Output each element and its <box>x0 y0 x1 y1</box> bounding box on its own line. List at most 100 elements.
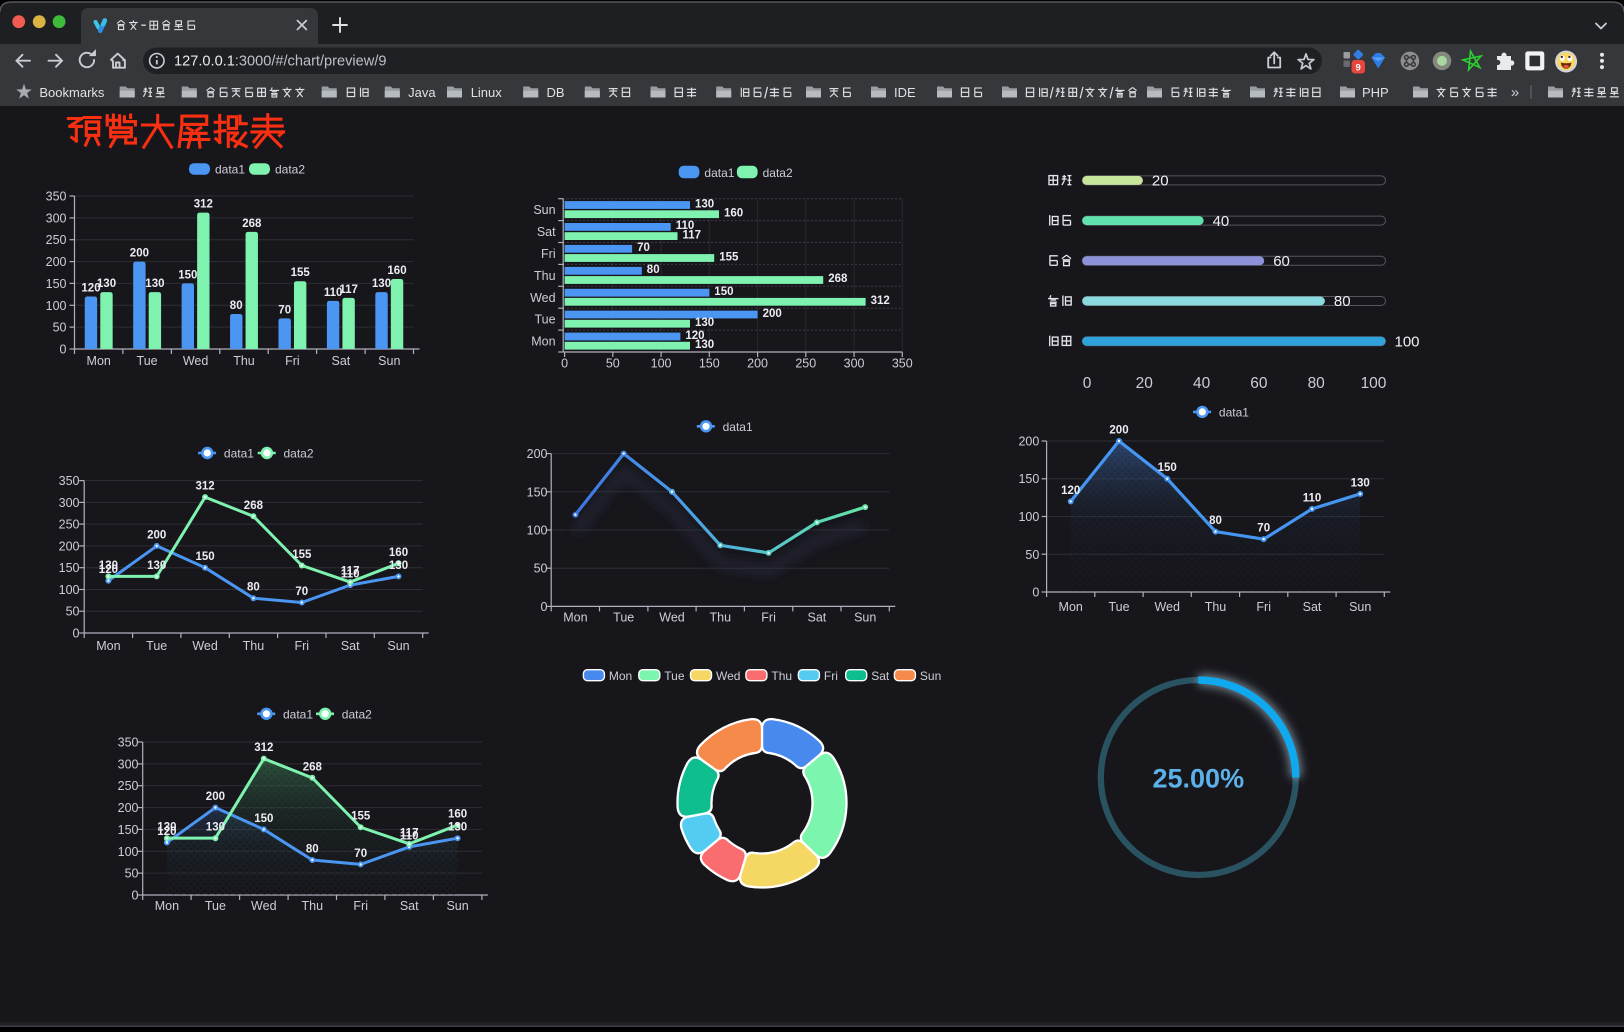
svg-text:Fri: Fri <box>824 669 838 683</box>
svg-text:130: 130 <box>1351 477 1370 489</box>
svg-text:80: 80 <box>1334 293 1351 310</box>
svg-text:Sun: Sun <box>387 639 409 653</box>
svg-text:Tue: Tue <box>137 354 158 368</box>
svg-text:100: 100 <box>651 357 672 371</box>
svg-text:80: 80 <box>1308 375 1326 392</box>
svg-text:Thu: Thu <box>243 639 265 653</box>
svg-text:DB: DB <box>547 85 565 100</box>
svg-text:150: 150 <box>699 357 720 371</box>
svg-text:110: 110 <box>676 220 695 232</box>
svg-text:312: 312 <box>254 742 273 754</box>
svg-text:350: 350 <box>46 190 67 204</box>
svg-text:40: 40 <box>1193 375 1211 392</box>
svg-text:110: 110 <box>400 830 419 842</box>
svg-text:Mon: Mon <box>563 611 587 625</box>
svg-text:20: 20 <box>1152 173 1169 190</box>
svg-text:200: 200 <box>206 791 225 803</box>
svg-text:150: 150 <box>178 269 197 281</box>
svg-text:Thu: Thu <box>1205 600 1227 614</box>
svg-text:Tue: Tue <box>664 669 685 683</box>
svg-text:150: 150 <box>714 286 733 298</box>
svg-text:150: 150 <box>118 823 139 837</box>
svg-text:70: 70 <box>278 304 291 316</box>
svg-text:data1: data1 <box>1219 406 1249 420</box>
svg-text:Mon: Mon <box>531 335 555 349</box>
svg-text:130: 130 <box>389 560 408 572</box>
svg-text:Sun: Sun <box>1349 600 1371 614</box>
svg-text:0: 0 <box>73 627 80 641</box>
svg-text:250: 250 <box>46 233 67 247</box>
svg-text:312: 312 <box>194 199 213 211</box>
svg-text:100: 100 <box>46 299 67 313</box>
svg-text:50: 50 <box>1025 548 1039 562</box>
svg-text:50: 50 <box>534 562 548 576</box>
svg-text:155: 155 <box>351 811 371 823</box>
svg-text:Fri: Fri <box>353 899 368 913</box>
svg-text:130: 130 <box>147 560 166 572</box>
svg-text:117: 117 <box>339 284 358 296</box>
svg-text:160: 160 <box>448 809 467 821</box>
svg-text:data2: data2 <box>275 163 305 177</box>
svg-text:PHP: PHP <box>1362 85 1389 100</box>
svg-text:Sat: Sat <box>537 225 556 239</box>
svg-text:80: 80 <box>230 300 243 312</box>
svg-text:Mon: Mon <box>1059 600 1083 614</box>
svg-text:data2: data2 <box>763 166 793 180</box>
svg-text:Tue: Tue <box>613 611 634 625</box>
svg-text:300: 300 <box>118 757 139 771</box>
svg-text:127.0.0.1: 127.0.0.1 <box>174 54 235 70</box>
svg-text:100: 100 <box>59 583 80 597</box>
svg-text:60: 60 <box>1250 375 1268 392</box>
svg-text:100: 100 <box>1395 333 1420 350</box>
svg-text:200: 200 <box>1109 425 1128 437</box>
svg-text:Tue: Tue <box>205 899 226 913</box>
svg-text:data1: data1 <box>723 420 753 434</box>
svg-text:268: 268 <box>303 761 323 773</box>
svg-text:100: 100 <box>1018 510 1039 524</box>
svg-text:120: 120 <box>157 826 176 838</box>
svg-text:120: 120 <box>99 564 118 576</box>
svg-text:Sat: Sat <box>871 669 890 683</box>
svg-text:200: 200 <box>46 255 67 269</box>
svg-text:Sun: Sun <box>920 669 941 683</box>
svg-text:130: 130 <box>145 278 164 290</box>
svg-text:150: 150 <box>196 551 215 563</box>
svg-text:350: 350 <box>59 474 80 488</box>
svg-text:312: 312 <box>196 481 215 493</box>
svg-text:250: 250 <box>118 779 139 793</box>
svg-text:Wed: Wed <box>251 899 277 913</box>
svg-text:Fri: Fri <box>285 354 300 368</box>
svg-text:IDE: IDE <box>894 85 916 100</box>
svg-text:150: 150 <box>1018 472 1039 486</box>
svg-text:Tue: Tue <box>146 639 167 653</box>
svg-text:300: 300 <box>46 211 67 225</box>
svg-text:130: 130 <box>695 317 714 329</box>
svg-text:100: 100 <box>1361 375 1387 392</box>
svg-text:268: 268 <box>244 500 264 512</box>
svg-text:70: 70 <box>1257 523 1270 535</box>
svg-text:160: 160 <box>387 265 406 277</box>
svg-text:Sat: Sat <box>400 899 419 913</box>
svg-text:Thu: Thu <box>771 669 792 683</box>
svg-text:data1: data1 <box>215 163 245 177</box>
svg-text:9: 9 <box>1356 63 1361 74</box>
svg-text:Wed: Wed <box>716 669 740 683</box>
svg-text:150: 150 <box>1158 462 1177 474</box>
svg-text:25.00%: 25.00% <box>1153 764 1245 794</box>
svg-text:Linux: Linux <box>471 85 503 100</box>
svg-text:20: 20 <box>1136 375 1154 392</box>
svg-text:200: 200 <box>59 539 80 553</box>
svg-text:130: 130 <box>695 339 714 351</box>
svg-text:200: 200 <box>118 801 139 815</box>
svg-text:50: 50 <box>125 867 139 881</box>
svg-text:0: 0 <box>60 343 67 357</box>
svg-text:Mon: Mon <box>155 899 179 913</box>
svg-text:155: 155 <box>292 549 312 561</box>
svg-text:200: 200 <box>763 308 782 320</box>
svg-text:0: 0 <box>561 357 568 371</box>
svg-text:50: 50 <box>53 321 67 335</box>
svg-text:150: 150 <box>254 813 273 825</box>
svg-text:Sat: Sat <box>808 611 827 625</box>
svg-text:60: 60 <box>1273 253 1290 270</box>
svg-text:Wed: Wed <box>659 611 685 625</box>
